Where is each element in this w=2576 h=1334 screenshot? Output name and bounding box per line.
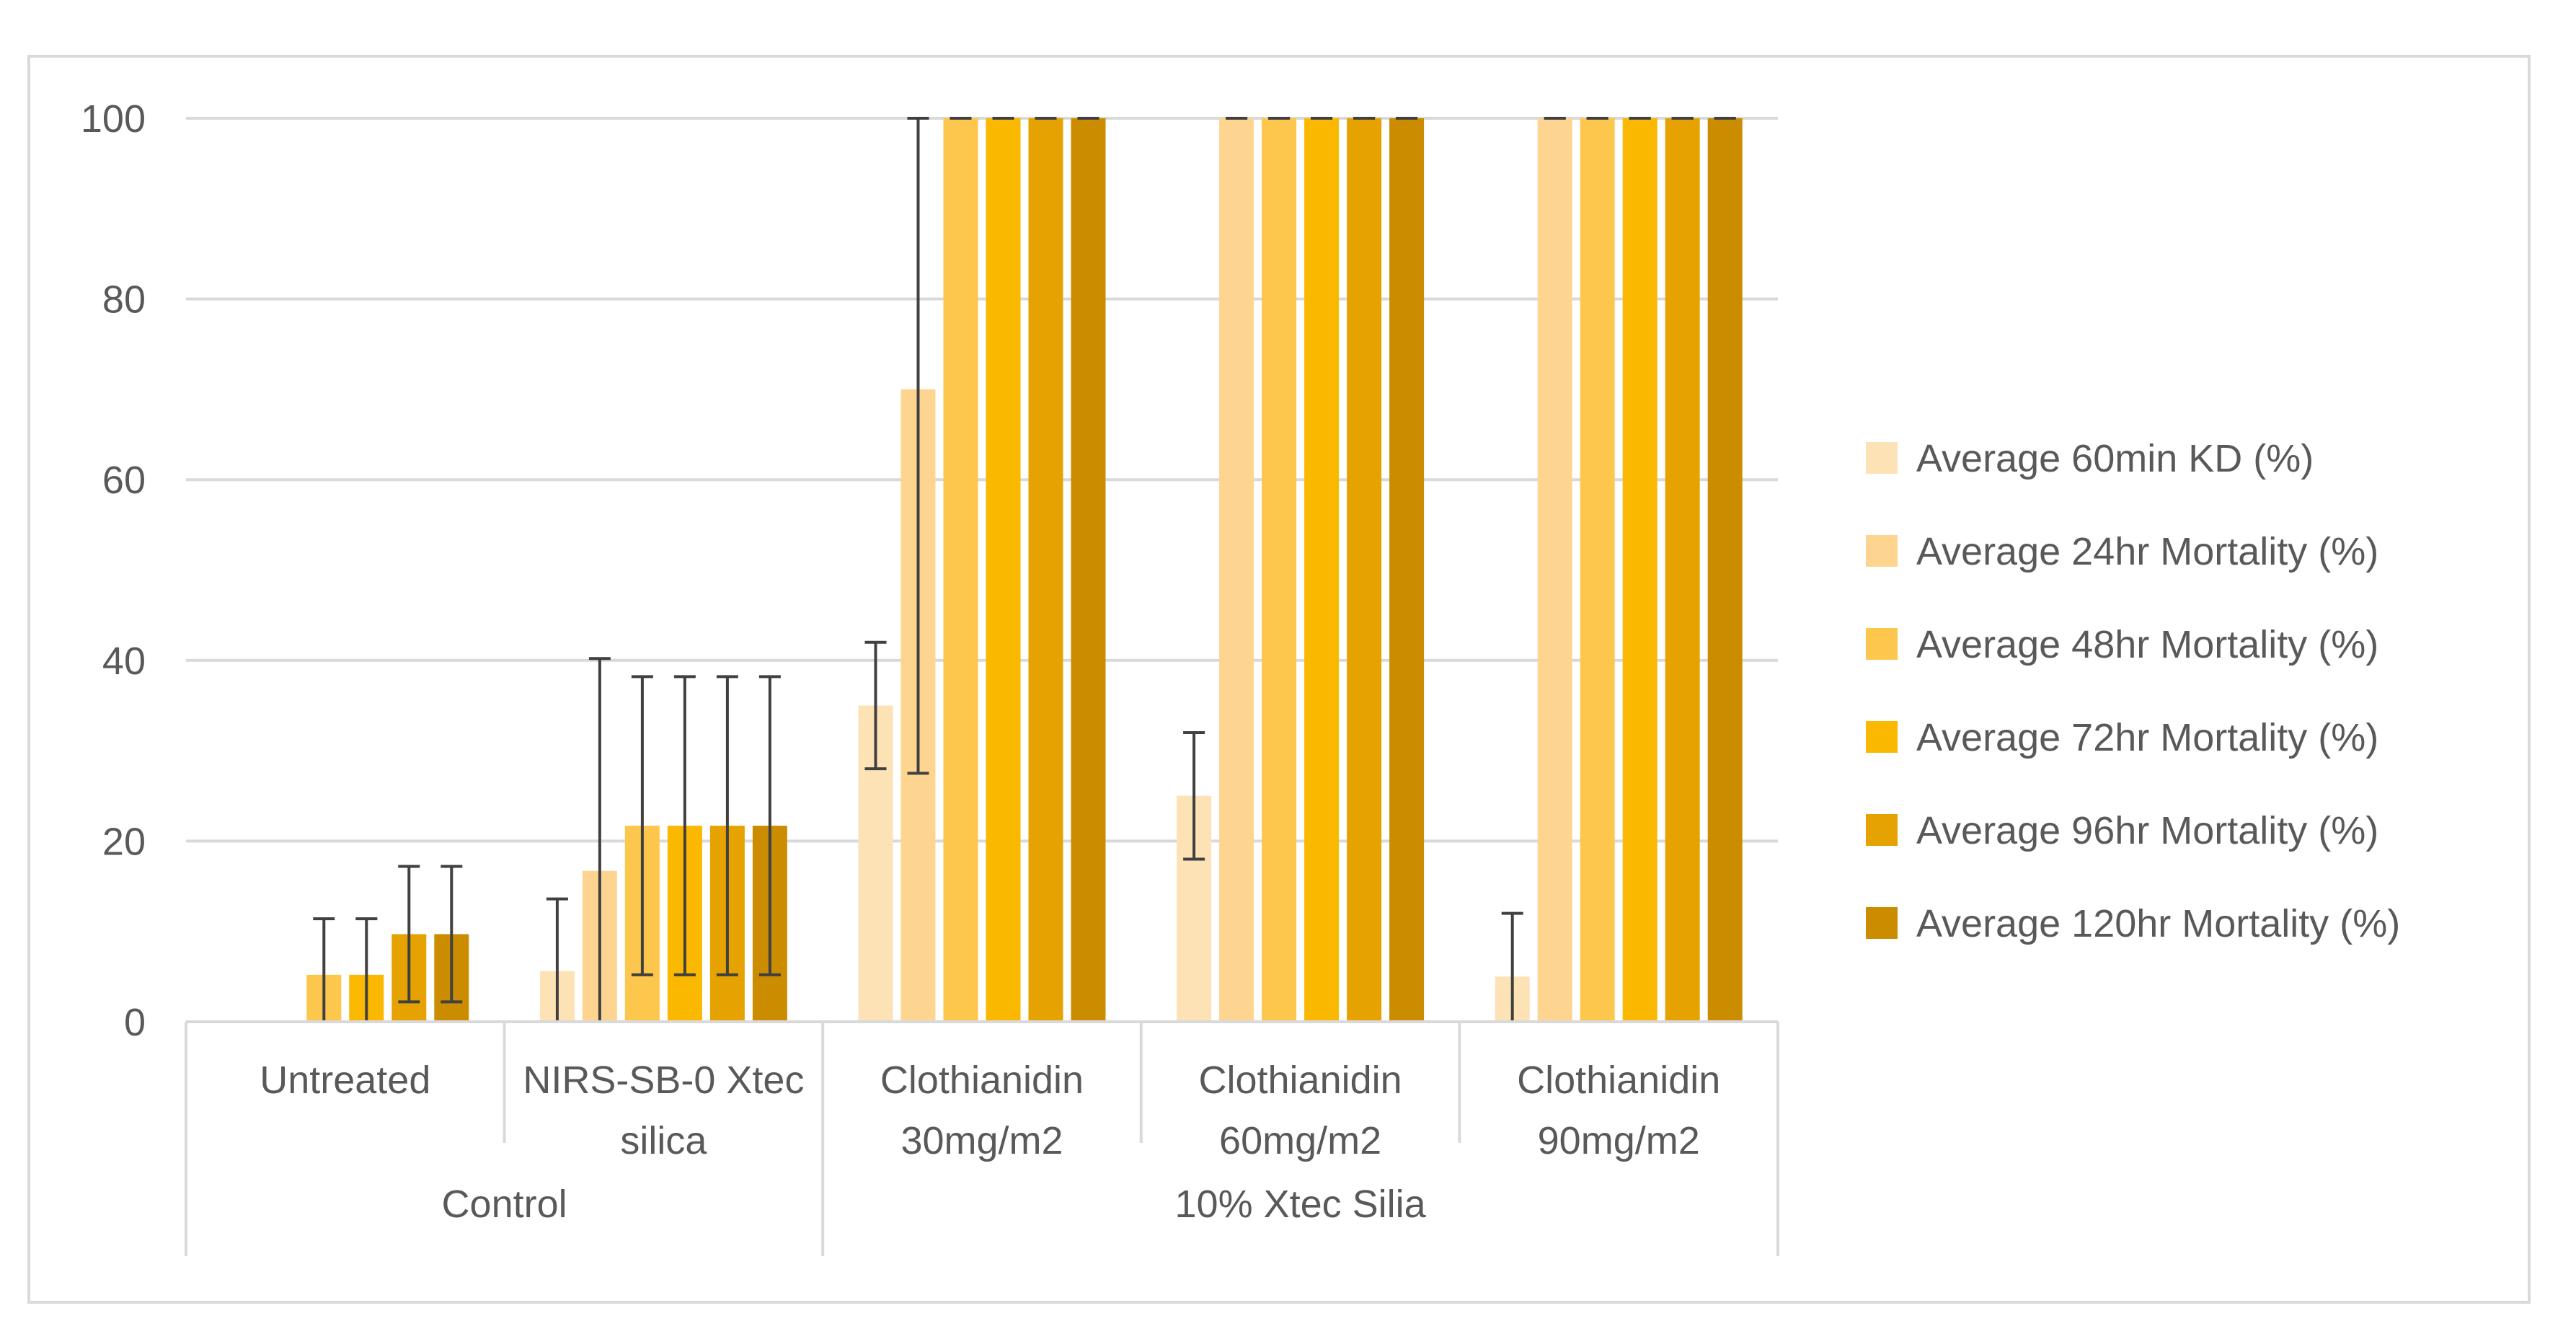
- category-label: Clothianidin: [1517, 1059, 1720, 1102]
- category-label: 90mg/m2: [1538, 1119, 1700, 1162]
- bar: [1219, 118, 1254, 1022]
- y-tick-label: 100: [81, 97, 146, 141]
- bar: [1262, 118, 1297, 1022]
- chart-frame: 0 20 40 60 80 100 Untreated NIRS-SB-0 Xtec silic…: [27, 55, 2531, 1304]
- bar-chart: 0 20 40 60 80 100 Untreated NIRS-SB-0 Xtec silic…: [81, 97, 2400, 1256]
- group-label: Control: [442, 1183, 567, 1226]
- legend-swatch: [1866, 442, 1898, 474]
- legend-swatch: [1866, 535, 1898, 567]
- y-tick-label: 60: [102, 459, 146, 502]
- category-label: Clothianidin: [1199, 1059, 1402, 1102]
- y-tick-label: 80: [102, 278, 146, 322]
- category-label: 30mg/m2: [900, 1119, 1063, 1162]
- bar: [1665, 118, 1700, 1022]
- bar: [1304, 118, 1340, 1022]
- bar: [943, 118, 978, 1022]
- bar: [1389, 118, 1425, 1022]
- legend-label: Average 96hr Mortality (%): [1916, 809, 2378, 852]
- category-label: NIRS-SB-0 Xtec: [523, 1059, 804, 1102]
- gridlines: [186, 117, 1778, 843]
- category-label: Clothianidin: [880, 1059, 1084, 1102]
- bar: [986, 118, 1021, 1022]
- bar: [1707, 118, 1743, 1022]
- y-tick-label: 40: [102, 640, 146, 683]
- legend: Average 60min KD (%) Average 24hr Mortali…: [1866, 437, 2400, 945]
- legend-swatch: [1866, 814, 1898, 846]
- legend-label: Average 24hr Mortality (%): [1916, 530, 2378, 573]
- y-tick-label: 20: [102, 820, 146, 863]
- bar: [1622, 118, 1657, 1022]
- bar: [1071, 118, 1106, 1022]
- category-label: 60mg/m2: [1219, 1119, 1381, 1162]
- legend-swatch: [1866, 628, 1898, 660]
- legend-label: Average 120hr Mortality (%): [1916, 902, 2400, 945]
- bar: [1028, 118, 1063, 1022]
- legend-label: Average 48hr Mortality (%): [1916, 623, 2378, 666]
- category-label: silica: [620, 1119, 707, 1162]
- group-label: 10% Xtec Silia: [1175, 1183, 1427, 1226]
- legend-swatch: [1866, 907, 1898, 939]
- bar: [1537, 118, 1572, 1022]
- legend-swatch: [1866, 721, 1898, 753]
- bar: [1580, 118, 1615, 1022]
- axes: 0 20 40 60 80 100 Untreated NIRS-SB-0 Xtec silic…: [81, 97, 1779, 1256]
- error-bars: [313, 117, 1736, 1023]
- y-tick-label: 0: [124, 1001, 146, 1044]
- bar: [1347, 118, 1382, 1022]
- bars: [306, 118, 1743, 1022]
- legend-label: Average 72hr Mortality (%): [1916, 716, 2378, 759]
- legend-label: Average 60min KD (%): [1916, 437, 2314, 480]
- category-label: Untreated: [260, 1059, 430, 1102]
